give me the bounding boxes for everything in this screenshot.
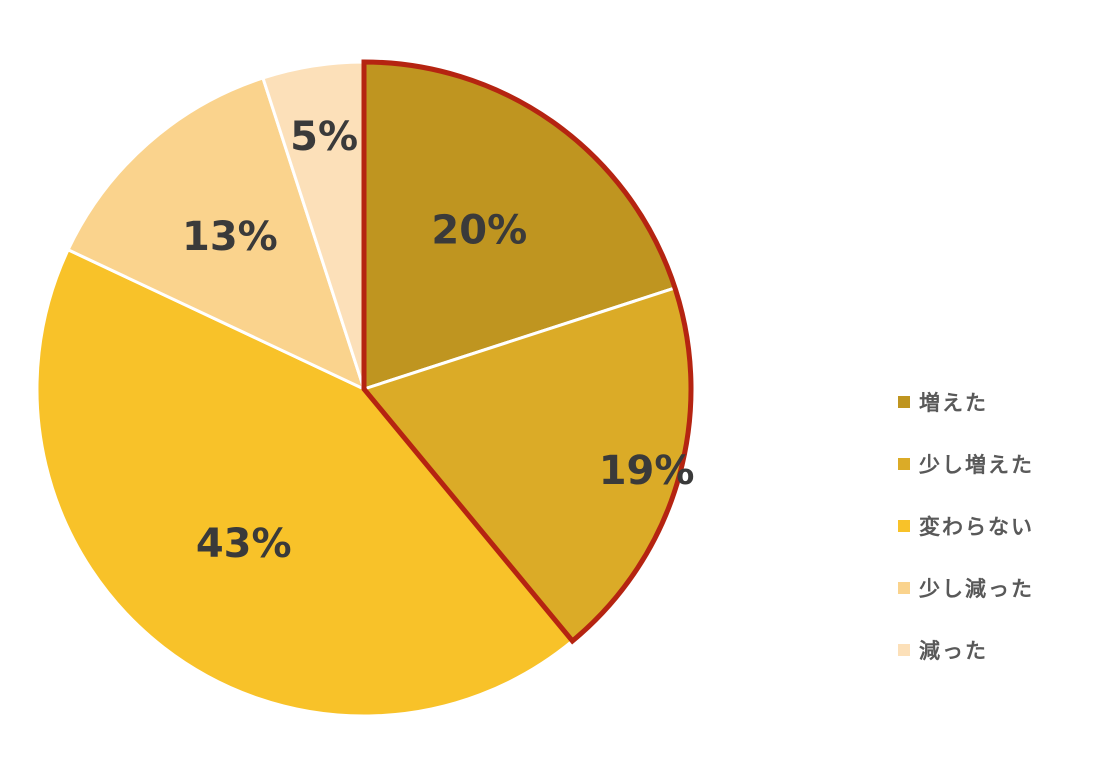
- legend-item-1: 増えた: [898, 362, 1108, 442]
- highlight-outline: [361, 59, 694, 645]
- legend-swatch-icon: [898, 644, 910, 656]
- data-label-slice-1: 20%: [431, 207, 527, 253]
- pie-slice-4: [66, 76, 367, 392]
- legend-item-5: 減った: [898, 610, 1108, 690]
- legend-label: 少し増えた: [919, 453, 1034, 477]
- data-label-slice-4: 13%: [182, 214, 278, 260]
- legend-label: 減った: [919, 639, 988, 663]
- legend-item-3: 変わらない: [898, 486, 1108, 566]
- legend-label: 少し減った: [919, 577, 1034, 601]
- legend-label: 増えた: [919, 391, 988, 415]
- legend: 増えた少し増えた変わらない少し減った減った: [898, 362, 1108, 690]
- legend-swatch-icon: [898, 520, 910, 532]
- legend-swatch-icon: [898, 396, 910, 408]
- legend-item-4: 少し減った: [898, 548, 1108, 628]
- slice-labels: 20% 19% 43% 13% 5%: [182, 114, 694, 567]
- legend-item-2: 少し増えた: [898, 424, 1108, 504]
- data-label-slice-3: 43%: [196, 521, 292, 567]
- legend-label: 変わらない: [919, 515, 1034, 539]
- data-label-slice-5: 5%: [290, 114, 358, 160]
- data-label-slice-2: 19%: [599, 448, 695, 494]
- legend-swatch-icon: [898, 458, 910, 470]
- legend-swatch-icon: [898, 582, 910, 594]
- pie-slice-3: [35, 247, 575, 718]
- pie-slices: [35, 60, 693, 718]
